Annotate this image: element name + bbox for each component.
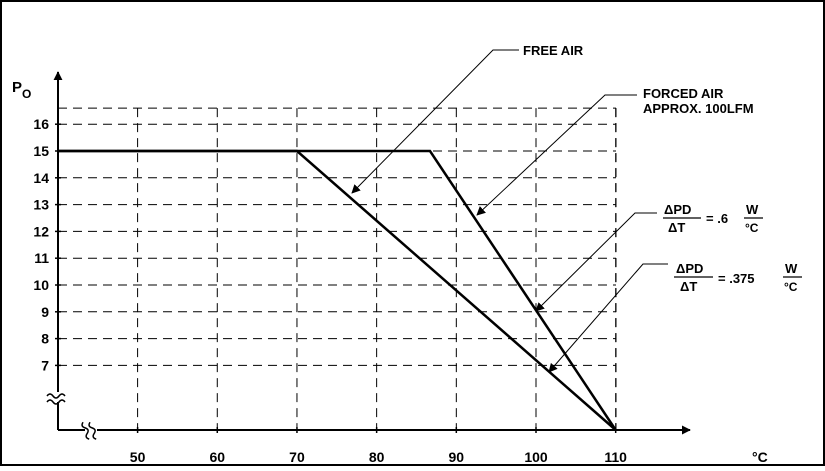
slope-0375-denominator: ΔT — [680, 279, 697, 294]
y-tick-label-11: 11 — [34, 250, 49, 266]
x-tick-label-50: 50 — [130, 449, 146, 465]
series-group — [58, 149, 617, 431]
x-axis-break-mark-1 — [81, 421, 90, 440]
series-line-forced-air — [58, 149, 617, 431]
grid — [58, 107, 617, 430]
x-axis-break-mark-2 — [88, 421, 97, 440]
y-axis-break-mark-2 — [46, 399, 66, 405]
slope-06-annotation: ΔPD ΔT = .6 W °C — [535, 202, 763, 312]
y-tick-label-7: 7 — [41, 357, 49, 373]
x-tick-label-100: 100 — [524, 449, 548, 465]
slope-06-denominator: ΔT — [668, 220, 685, 235]
slope-06-unit-den: °C — [745, 221, 759, 235]
forced-air-label-1: FORCED AIR — [643, 86, 724, 101]
x-tick-label-110: 110 — [604, 449, 627, 465]
x-tick-label-80: 80 — [369, 449, 385, 465]
series-line-free-air — [58, 149, 617, 431]
slope-06-unit-num: W — [746, 202, 759, 217]
y-tick-label-13: 13 — [33, 197, 49, 213]
slope-0375-leader — [548, 263, 668, 373]
x-tick-label-90: 90 — [449, 449, 465, 465]
slope-06-numerator: ΔPD — [664, 202, 691, 217]
slope-06-leader — [535, 212, 657, 312]
y-tick-label-12: 12 — [33, 223, 49, 239]
y-tick-label-10: 10 — [33, 277, 49, 293]
slope-0375-numerator: ΔPD — [676, 261, 703, 276]
axes — [46, 71, 691, 440]
y-tick-label-8: 8 — [41, 331, 49, 347]
forced-air-annotation: FORCED AIR APPROX. 100LFM — [476, 86, 754, 216]
y-tick-labels: 7 8 9 10 11 12 13 14 15 16 — [33, 116, 49, 373]
slope-0375-annotation: ΔPD ΔT = .375 W °C — [548, 261, 802, 373]
y-axis-break-mark-1 — [46, 393, 66, 399]
slope-0375-unit-den: °C — [784, 280, 798, 294]
x-tick-labels: 50 60 70 80 90 100 110 — [130, 449, 627, 465]
forced-air-leader — [476, 94, 637, 216]
slope-0375-unit-num: W — [785, 261, 798, 276]
slope-0375-value: = .375 — [718, 271, 755, 286]
x-axis-label: °C — [752, 449, 768, 465]
y-tick-label-9: 9 — [41, 304, 49, 320]
forced-air-label-2: APPROX. 100LFM — [643, 101, 754, 116]
y-axis-label: PO — [12, 79, 31, 101]
slope-06-value: = .6 — [706, 211, 728, 226]
y-tick-label-14: 14 — [33, 170, 49, 186]
y-tick-label-15: 15 — [33, 143, 49, 159]
free-air-label: FREE AIR — [523, 43, 584, 58]
y-tick-label-16: 16 — [33, 116, 49, 132]
free-air-annotation: FREE AIR — [351, 43, 584, 194]
free-air-leader — [351, 49, 519, 194]
x-tick-label-70: 70 — [289, 449, 305, 465]
x-tick-label-60: 60 — [209, 449, 225, 465]
